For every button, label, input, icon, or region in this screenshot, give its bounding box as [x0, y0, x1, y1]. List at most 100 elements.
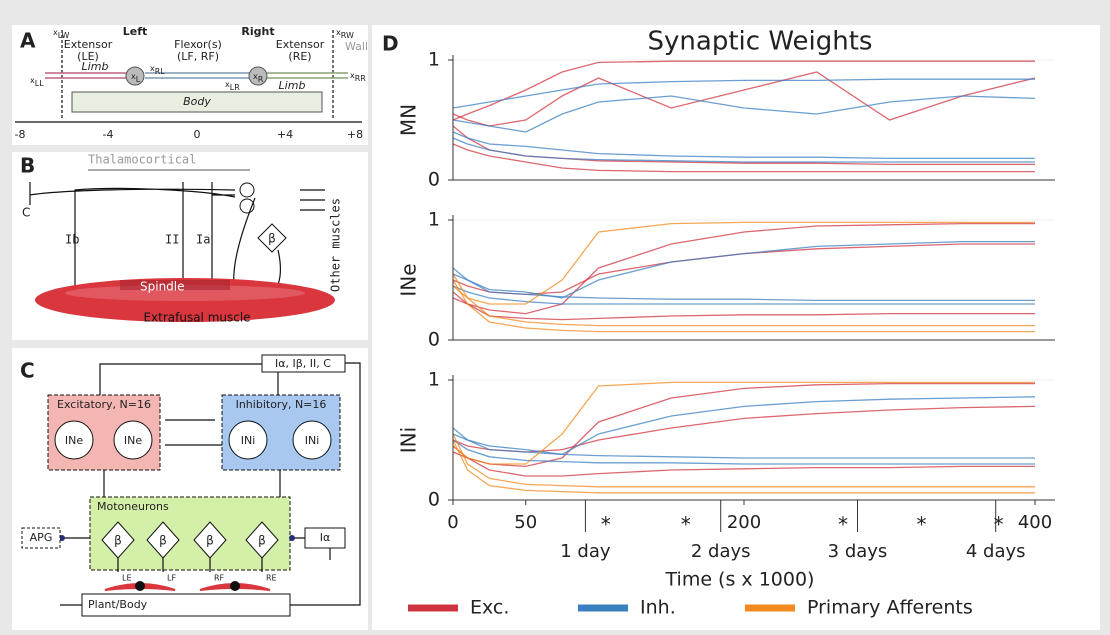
- weight-line: [452, 137, 1035, 163]
- y-axis-label: INi: [397, 427, 421, 453]
- y-tick-label: 0: [428, 329, 440, 351]
- fiber-label: C: [22, 206, 30, 220]
- symbol: x: [350, 71, 355, 80]
- muscle-label: LF: [167, 574, 176, 583]
- weight-line: [452, 273, 1035, 327]
- legend-label: Exc.: [470, 597, 509, 619]
- weight-line: [452, 125, 1035, 166]
- beta-label: β: [114, 534, 122, 548]
- weight-line: [452, 221, 1035, 305]
- weight-line: [452, 143, 1035, 173]
- panel-a: A Left Right Extensor (LE) Flexor(s) (LF…: [15, 25, 369, 141]
- neuron: [54, 420, 94, 460]
- weight-line: [452, 279, 1035, 333]
- x-axis-label: Time (s x 1000): [665, 569, 815, 591]
- weight-line: [452, 439, 1035, 494]
- gamma-neuron: [257, 223, 287, 253]
- day-tick-label: 1 day: [560, 541, 611, 562]
- symbol: x: [53, 28, 58, 37]
- neuron-label: INi: [305, 434, 320, 447]
- neuron-label: INi: [241, 434, 256, 447]
- neuron: [228, 420, 268, 460]
- y-tick-label: 1: [428, 49, 440, 71]
- fiber-label: Ib: [65, 233, 79, 247]
- position-tick: -8: [15, 128, 26, 141]
- significance-star: *: [917, 513, 927, 537]
- y-tick-label: 0: [428, 489, 440, 511]
- connections: [60, 362, 361, 606]
- coordinate: xR: [253, 72, 264, 84]
- subscript: LW: [58, 31, 70, 40]
- weight-line: [452, 427, 1035, 459]
- wall-label: Wall: [345, 40, 368, 53]
- legend-label: Inh.: [640, 597, 676, 619]
- weight-line: [452, 291, 1035, 321]
- symbol: x: [336, 28, 341, 37]
- coordinate: xL: [131, 72, 141, 84]
- subscript: RL: [155, 67, 166, 76]
- joint: [125, 66, 145, 86]
- subscript: LR: [230, 83, 240, 92]
- position-tick: 0: [194, 128, 201, 141]
- beta-label: β: [258, 534, 266, 548]
- symbol: x: [150, 64, 155, 73]
- panel-label: D: [382, 32, 399, 56]
- y-tick-label: 1: [428, 369, 440, 391]
- muscle-label: Flexor(s): [174, 38, 222, 51]
- apg-box: [21, 527, 61, 549]
- chart-title: Synaptic Weights: [648, 27, 873, 57]
- plant-label: Plant/Body: [88, 598, 148, 611]
- input-label: Iα, Iβ, II, C: [275, 357, 331, 370]
- day-tick-label: 4 days: [966, 541, 1026, 562]
- symbol: x: [131, 72, 136, 81]
- day-tick-label: 3 days: [828, 541, 888, 562]
- muscle-label: (LF, RF): [177, 50, 219, 63]
- weight-line: [452, 131, 1035, 160]
- significance-star: *: [838, 513, 848, 537]
- limb-label: Limb: [279, 79, 306, 92]
- significance-star: *: [601, 513, 611, 537]
- neuron: [239, 182, 255, 198]
- coordinate: xLR: [225, 80, 240, 92]
- weight-line: [452, 439, 1035, 465]
- neuron-label: INe: [65, 434, 83, 447]
- synapse: [289, 535, 295, 541]
- population-label: Motoneurons: [97, 500, 169, 513]
- subscript: LL: [35, 79, 44, 88]
- input-box: [261, 354, 346, 373]
- muscle-label: RE: [266, 574, 277, 583]
- panel-label: B: [20, 154, 35, 178]
- coordinate: xRW: [336, 28, 354, 40]
- symbol: x: [30, 76, 35, 85]
- population-label: Inhibitory, N=16: [236, 398, 327, 411]
- panel-label: A: [20, 29, 36, 53]
- x-tick-label: 200: [727, 512, 761, 533]
- fiber-label: Ia: [196, 233, 210, 247]
- joint: [248, 66, 268, 86]
- day-tick-label: 2 days: [691, 541, 751, 562]
- legend-label: Primary Afferents: [807, 597, 973, 619]
- y-tick-label: 1: [428, 209, 440, 231]
- weight-line: [452, 240, 1035, 299]
- pathway-label: Thalamocortical: [88, 153, 196, 167]
- significance-star: *: [681, 513, 691, 537]
- panel-b: B Thalamocortical C Ib II Ia β Other mus…: [20, 153, 343, 325]
- muscle-label: (RE): [288, 50, 311, 63]
- joint: [230, 581, 240, 591]
- ia-label: Iα: [320, 531, 331, 544]
- position-tick: +4: [277, 128, 293, 141]
- panel-c: C Iα, Iβ, II, C Excitatory, N=16 INe INe…: [20, 354, 361, 617]
- y-axis-label: INe: [397, 263, 421, 296]
- beta-label: β: [206, 534, 214, 548]
- motoneurons: β β β β: [101, 521, 279, 572]
- muscle-label: Extrafusal muscle: [143, 311, 250, 325]
- efferents: [233, 189, 325, 301]
- x-tick-label: 50: [514, 512, 537, 533]
- weight-line: [452, 445, 1035, 477]
- x-tick-label: 0: [447, 512, 458, 533]
- weight-line: [452, 405, 1036, 453]
- neuron-label: INe: [124, 434, 142, 447]
- weight-line: [452, 396, 1036, 456]
